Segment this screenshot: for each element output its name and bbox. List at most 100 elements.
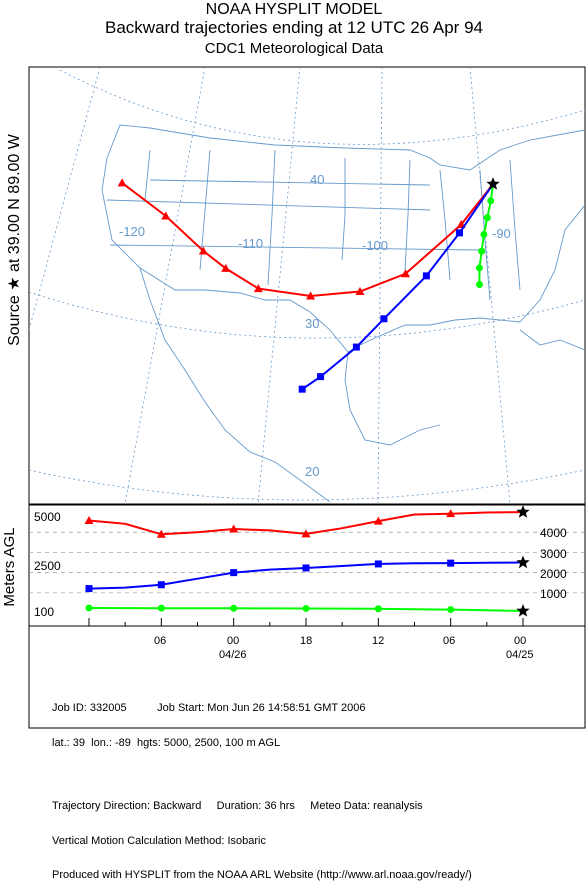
us-canada-border bbox=[106, 124, 431, 159]
lat-label-40: 40 bbox=[310, 172, 324, 187]
map-frame bbox=[28, 66, 586, 505]
mexico-west-coast bbox=[139, 267, 331, 503]
footer-job-line: Job ID: 332005 Job Start: Mon Jun 26 14:… bbox=[52, 702, 366, 714]
y-left-tick-5000: 5000 bbox=[34, 510, 61, 524]
lon-label-110: -110 bbox=[238, 236, 263, 251]
x-tick-label-12: 12 bbox=[372, 635, 384, 647]
x-tick-label-06b: 06 bbox=[443, 635, 455, 647]
x-tick-label-06a: 06 bbox=[154, 635, 166, 647]
map-layer: -120 -110 -100 -90 40 30 20 bbox=[29, 67, 585, 504]
trajectory-point-100-4 bbox=[478, 247, 486, 255]
height-point-5000-12 bbox=[84, 516, 94, 525]
lon-line-90 bbox=[469, 67, 511, 504]
height-start-star-2500 bbox=[516, 555, 530, 569]
height-point-2500-12 bbox=[85, 585, 93, 593]
footer-frame bbox=[28, 625, 586, 729]
trajectory-point-2500-3 bbox=[380, 315, 388, 323]
great-lakes-border bbox=[429, 129, 585, 171]
lat-line-40 bbox=[59, 69, 585, 145]
lat-label-20: 20 bbox=[305, 464, 319, 479]
lat-label-30: 30 bbox=[305, 316, 319, 331]
y-right-tick-4000: 4000 bbox=[540, 526, 567, 540]
x-tick-label-00a: 00 bbox=[227, 635, 239, 647]
height-point-5000-8 bbox=[229, 524, 239, 533]
trajectory-point-2500-5 bbox=[317, 373, 325, 381]
trajectory-point-5000-8 bbox=[161, 211, 171, 220]
y-right-tick-3000: 3000 bbox=[540, 547, 567, 561]
lon-label-100: -100 bbox=[362, 238, 388, 253]
east-coast bbox=[519, 204, 585, 323]
lon-line-120 bbox=[124, 67, 206, 504]
height-point-2500-6 bbox=[302, 564, 310, 572]
height-point-100-10 bbox=[157, 604, 165, 612]
trajectory-point-5000-5 bbox=[253, 284, 263, 293]
trajectory-lines bbox=[117, 177, 500, 393]
trajectory-line-5000 bbox=[121, 182, 494, 298]
date-label-0426: 04/26 bbox=[219, 649, 247, 661]
trajectory-point-2500-1 bbox=[456, 229, 464, 237]
y-left-tick-100: 100 bbox=[34, 605, 54, 619]
trajectory-point-5000-2 bbox=[401, 269, 411, 278]
trajectory-point-2500-6 bbox=[298, 385, 306, 393]
trajectory-point-5000-7 bbox=[198, 246, 208, 255]
lon-label-120: -120 bbox=[119, 224, 145, 239]
height-point-100-8 bbox=[230, 604, 238, 612]
trajectory-point-100-3 bbox=[480, 230, 488, 238]
trajectory-point-100-1 bbox=[487, 197, 495, 205]
trajectory-point-5000-9 bbox=[117, 178, 127, 187]
date-label-0425: 04/25 bbox=[506, 649, 534, 661]
footer-direction-line: Trajectory Direction: Backward Duration:… bbox=[52, 800, 423, 812]
height-point-100-12 bbox=[85, 604, 93, 612]
height-start-star-5000 bbox=[516, 505, 530, 518]
state-lines-horizontal bbox=[106, 179, 481, 251]
meteo-data-title: CDC1 Meteorological Data bbox=[204, 40, 384, 57]
state-lines bbox=[144, 149, 521, 301]
trajectory-map: -120 -110 -100 -90 40 30 20 5000 2500 10… bbox=[28, 66, 586, 729]
height-point-2500-4 bbox=[374, 560, 382, 568]
lon-label-90: -90 bbox=[492, 226, 511, 241]
x-tick-label-00b: 00 bbox=[514, 635, 526, 647]
footer-location-line: lat.: 39 lon.: -89 hgts: 5000, 2500, 100… bbox=[52, 736, 281, 749]
height-point-5000-10 bbox=[156, 529, 166, 538]
lon-line-110 bbox=[257, 67, 301, 504]
lon-line-130 bbox=[29, 67, 101, 331]
trajectory-point-5000-4 bbox=[306, 291, 316, 300]
height-point-2500-8 bbox=[230, 569, 238, 577]
height-point-100-6 bbox=[302, 604, 310, 612]
y-right-tick-1000: 1000 bbox=[540, 587, 567, 601]
us-coastline-border bbox=[101, 157, 521, 353]
trajectory-point-100-2 bbox=[483, 214, 491, 222]
height-point-100-2 bbox=[447, 606, 455, 614]
trajectory-point-2500-4 bbox=[352, 343, 360, 351]
y-left-tick-2500: 2500 bbox=[34, 559, 61, 573]
x-tick-label-18: 18 bbox=[300, 635, 312, 647]
caribbean-coast bbox=[519, 329, 585, 351]
trajectory-point-5000-3 bbox=[355, 286, 365, 295]
height-point-2500-10 bbox=[157, 581, 165, 589]
height-point-5000-2 bbox=[446, 509, 456, 518]
model-title: NOAA HYSPLIT MODEL bbox=[205, 1, 383, 18]
trajectory-title: Backward trajectories ending at 12 UTC 2… bbox=[105, 18, 483, 37]
source-star-icon bbox=[486, 177, 500, 190]
trajectory-point-100-5 bbox=[475, 264, 483, 272]
trajectory-point-100-6 bbox=[476, 281, 483, 289]
trajectory-line-2500 bbox=[301, 183, 494, 391]
height-point-100-4 bbox=[374, 605, 382, 613]
boundaries bbox=[101, 124, 585, 503]
height-lines bbox=[84, 505, 530, 617]
height-point-5000-4 bbox=[373, 516, 383, 525]
footer-info: Job ID: 332005 Job Start: Mon Jun 26 14:… bbox=[52, 680, 472, 893]
height-start-star-100 bbox=[516, 604, 530, 617]
lon-line-100 bbox=[377, 67, 383, 504]
height-point-2500-2 bbox=[447, 559, 455, 567]
x-tick-marks bbox=[88, 618, 524, 626]
graticule bbox=[29, 67, 585, 504]
trajectory-point-2500-2 bbox=[422, 272, 430, 280]
y-right-tick-2000: 2000 bbox=[540, 567, 567, 581]
height-point-5000-6 bbox=[301, 529, 311, 538]
lat-line-20 bbox=[29, 469, 585, 501]
footer-method-line: Vertical Motion Calculation Method: Isob… bbox=[52, 834, 266, 847]
trajectory-point-5000-6 bbox=[221, 263, 231, 272]
mexico-gulf-coast bbox=[344, 351, 441, 446]
footer-produced-line: Produced with HYSPLIT from the NOAA ARL … bbox=[52, 869, 472, 881]
